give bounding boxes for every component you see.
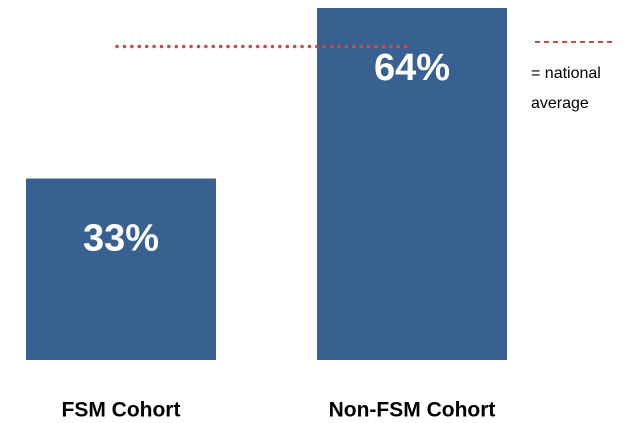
legend-label: average <box>531 95 589 112</box>
bar <box>26 178 216 360</box>
bar <box>317 8 507 360</box>
data-label: 64% <box>374 47 450 89</box>
legend-label: = national <box>531 65 601 82</box>
data-label: 33% <box>83 218 159 260</box>
x-tick-label: Non-FSM Cohort <box>329 399 496 422</box>
x-tick-label: FSM Cohort <box>62 399 181 422</box>
